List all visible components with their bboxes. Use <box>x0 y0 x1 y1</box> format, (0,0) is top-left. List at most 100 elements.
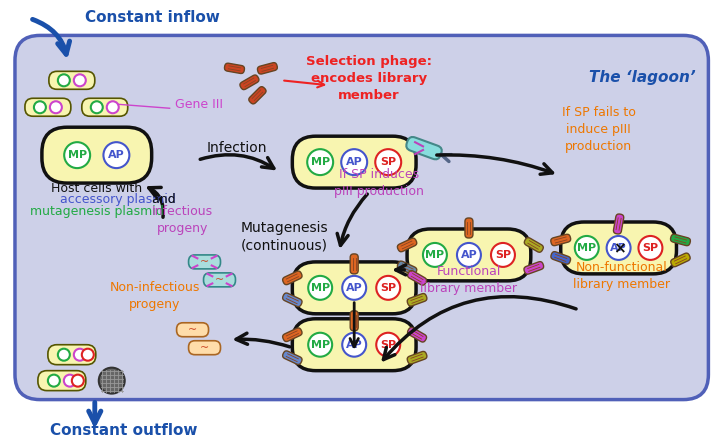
Text: The ‘lagoon’: The ‘lagoon’ <box>589 71 695 85</box>
FancyBboxPatch shape <box>397 261 417 275</box>
Text: Constant outflow: Constant outflow <box>50 423 198 438</box>
FancyBboxPatch shape <box>292 262 416 314</box>
Text: SP: SP <box>495 250 511 260</box>
Text: MP: MP <box>426 250 445 260</box>
FancyBboxPatch shape <box>408 271 426 285</box>
FancyArrowPatch shape <box>88 403 101 423</box>
FancyBboxPatch shape <box>15 35 708 399</box>
FancyBboxPatch shape <box>465 218 473 238</box>
Text: Mutagenesis
(continuous): Mutagenesis (continuous) <box>240 220 328 253</box>
FancyBboxPatch shape <box>49 71 95 89</box>
FancyBboxPatch shape <box>282 293 302 307</box>
Circle shape <box>375 149 401 175</box>
FancyBboxPatch shape <box>188 341 221 355</box>
Text: SP: SP <box>642 243 659 253</box>
Text: Gene III: Gene III <box>174 98 222 111</box>
Text: MP: MP <box>311 340 329 350</box>
FancyArrowPatch shape <box>437 155 552 174</box>
Text: SP: SP <box>380 157 396 167</box>
Circle shape <box>308 333 332 357</box>
Text: AP: AP <box>460 250 477 260</box>
Circle shape <box>64 142 90 168</box>
Text: and: and <box>148 193 175 206</box>
Text: Non-functional
library member: Non-functional library member <box>573 261 670 291</box>
FancyBboxPatch shape <box>551 234 571 246</box>
Text: ~: ~ <box>200 343 209 353</box>
FancyBboxPatch shape <box>670 234 691 246</box>
FancyArrowPatch shape <box>236 333 290 347</box>
Text: AP: AP <box>346 157 363 167</box>
Text: ~: ~ <box>188 325 197 335</box>
FancyBboxPatch shape <box>203 273 235 287</box>
Circle shape <box>74 349 86 360</box>
Circle shape <box>341 149 367 175</box>
FancyBboxPatch shape <box>560 222 676 274</box>
FancyBboxPatch shape <box>282 271 302 285</box>
Circle shape <box>74 74 86 86</box>
Text: If SP fails to
induce pIII
production: If SP fails to induce pIII production <box>562 106 636 153</box>
FancyBboxPatch shape <box>282 351 302 364</box>
Text: ~: ~ <box>215 275 224 285</box>
Text: SP: SP <box>380 340 396 350</box>
Text: Constant inflow: Constant inflow <box>85 11 219 25</box>
Circle shape <box>90 101 103 113</box>
Text: AP: AP <box>346 340 363 350</box>
FancyBboxPatch shape <box>240 75 259 90</box>
FancyBboxPatch shape <box>25 98 71 116</box>
Text: Functional
library member: Functional library member <box>421 265 518 295</box>
FancyBboxPatch shape <box>524 261 544 274</box>
Circle shape <box>342 333 366 357</box>
Circle shape <box>48 374 60 387</box>
FancyArrowPatch shape <box>337 194 367 245</box>
FancyBboxPatch shape <box>249 87 266 104</box>
FancyBboxPatch shape <box>350 254 358 274</box>
FancyBboxPatch shape <box>48 345 96 365</box>
Text: SP: SP <box>380 283 396 293</box>
FancyBboxPatch shape <box>406 137 442 159</box>
FancyBboxPatch shape <box>613 214 624 234</box>
Text: If SP induces
pIII production: If SP induces pIII production <box>334 168 424 198</box>
Text: AP: AP <box>108 150 125 160</box>
Circle shape <box>307 149 333 175</box>
FancyBboxPatch shape <box>407 229 531 281</box>
FancyBboxPatch shape <box>224 63 245 74</box>
Text: Non-infectious
progeny: Non-infectious progeny <box>109 281 200 311</box>
Text: ~: ~ <box>200 257 209 267</box>
FancyBboxPatch shape <box>38 371 86 391</box>
Circle shape <box>58 74 70 86</box>
FancyBboxPatch shape <box>42 127 151 183</box>
Text: Selection phage:
encodes library
member: Selection phage: encodes library member <box>306 55 432 102</box>
Circle shape <box>50 101 62 113</box>
FancyArrowPatch shape <box>33 19 70 54</box>
Circle shape <box>575 236 599 260</box>
FancyBboxPatch shape <box>551 251 571 264</box>
Text: MP: MP <box>577 243 597 253</box>
Circle shape <box>457 243 481 267</box>
Circle shape <box>491 243 515 267</box>
Circle shape <box>58 349 70 360</box>
Circle shape <box>106 101 119 113</box>
Circle shape <box>34 101 46 113</box>
Text: MP: MP <box>311 157 329 167</box>
FancyBboxPatch shape <box>282 328 302 342</box>
Circle shape <box>607 236 631 260</box>
FancyBboxPatch shape <box>82 98 127 116</box>
FancyArrowPatch shape <box>384 297 576 360</box>
FancyBboxPatch shape <box>670 253 690 267</box>
Circle shape <box>639 236 662 260</box>
FancyBboxPatch shape <box>407 293 427 306</box>
Text: Host cells with: Host cells with <box>51 182 143 195</box>
FancyBboxPatch shape <box>408 327 426 342</box>
FancyBboxPatch shape <box>258 63 277 74</box>
Text: AP: AP <box>346 283 363 293</box>
FancyBboxPatch shape <box>524 237 543 252</box>
Circle shape <box>423 243 447 267</box>
Text: Infectious
progeny: Infectious progeny <box>152 205 213 235</box>
FancyArrowPatch shape <box>148 187 163 217</box>
FancyBboxPatch shape <box>397 238 417 252</box>
Circle shape <box>308 276 332 300</box>
FancyBboxPatch shape <box>350 311 358 331</box>
FancyBboxPatch shape <box>292 319 416 371</box>
Text: MP: MP <box>311 283 329 293</box>
Circle shape <box>376 333 400 357</box>
